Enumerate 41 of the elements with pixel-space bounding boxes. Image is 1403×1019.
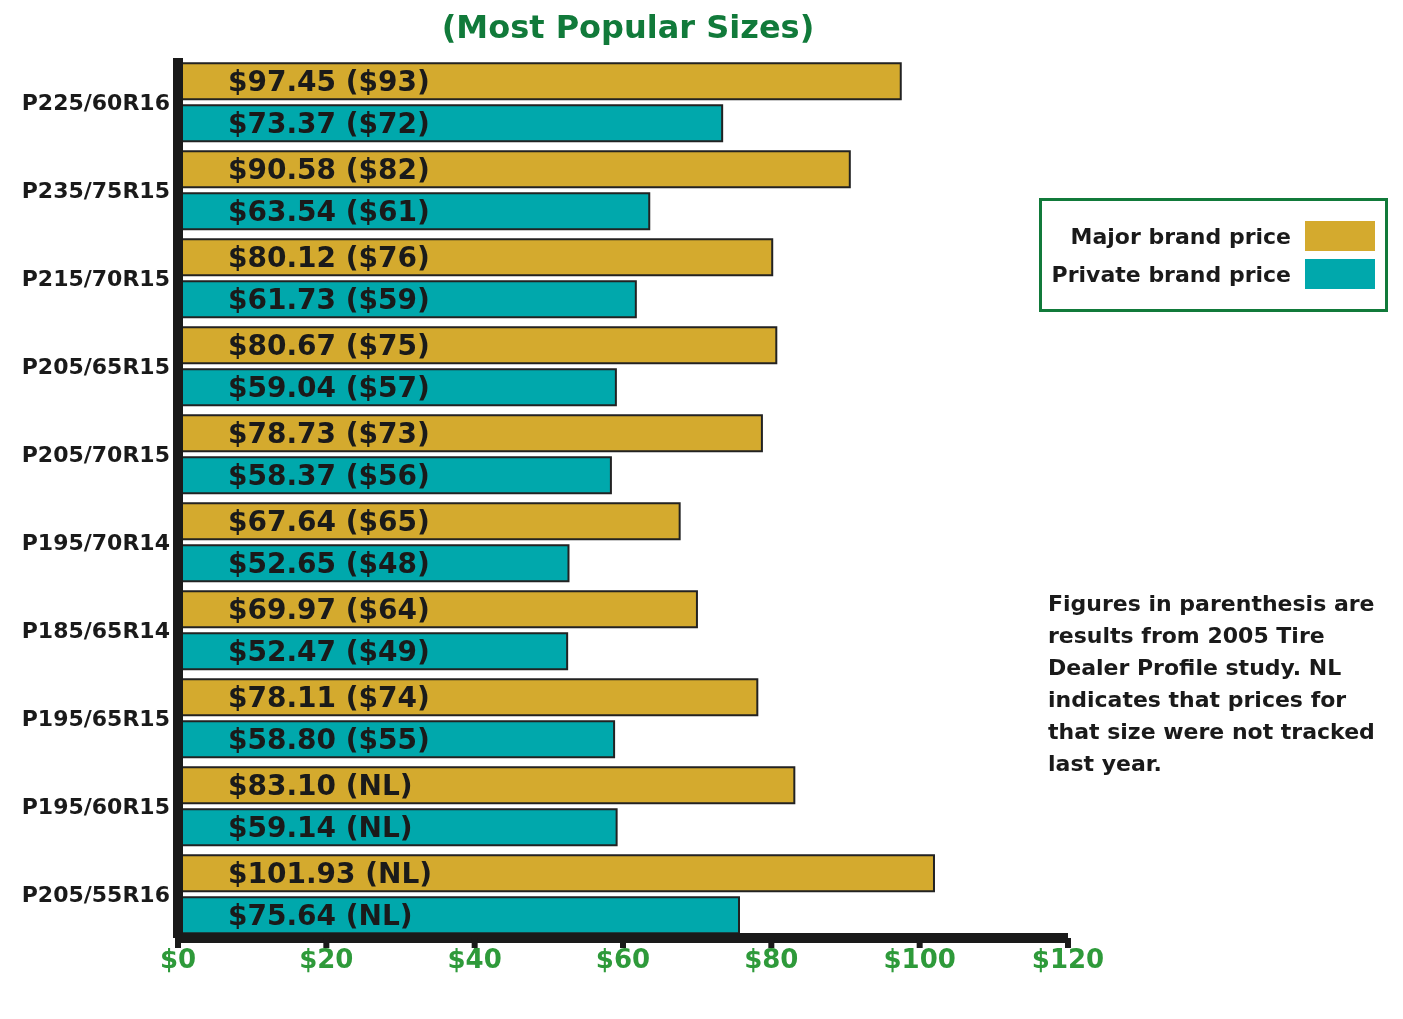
x-tick-label: $120 (1031, 944, 1105, 975)
x-tick-label: $40 (447, 944, 502, 975)
data-label: $61.73 ($59) (228, 282, 430, 316)
data-label: $59.14 (NL) (228, 810, 413, 844)
data-label: $52.47 ($49) (228, 634, 430, 668)
y-tick-label: P205/55R16 (21, 881, 170, 907)
data-label: $63.54 ($61) (228, 194, 430, 228)
data-label: $69.97 ($64) (228, 592, 430, 626)
y-tick-label: P215/70R15 (21, 265, 170, 291)
data-label: $80.67 ($75) (228, 328, 430, 362)
y-tick-label: P195/65R15 (21, 705, 170, 731)
y-tick-label: P225/60R16 (21, 89, 170, 115)
y-tick-label: P185/65R14 (21, 617, 170, 643)
y-tick-label: P235/75R15 (21, 177, 170, 203)
legend-label: Major brand price (1070, 223, 1291, 249)
x-tick-label: $80 (744, 944, 799, 975)
data-label: $73.37 ($72) (228, 106, 430, 140)
data-label: $58.37 ($56) (228, 458, 430, 492)
data-label: $78.11 ($74) (228, 680, 430, 714)
data-label: $97.45 ($93) (228, 64, 430, 98)
data-label: $52.65 ($48) (228, 546, 430, 580)
x-tick-label: $100 (883, 944, 956, 975)
data-label: $67.64 ($65) (228, 504, 430, 538)
data-label: $58.80 ($55) (228, 722, 430, 756)
y-tick-label: P195/70R14 (21, 529, 170, 555)
data-label: $90.58 ($82) (228, 152, 430, 186)
data-label: $75.64 (NL) (228, 898, 413, 932)
y-tick-label: P205/70R15 (21, 441, 170, 467)
y-tick-label: P195/60R15 (21, 793, 170, 819)
y-tick-label: P205/65R15 (21, 353, 170, 379)
data-label: $101.93 (NL) (228, 856, 433, 890)
data-label: $78.73 ($73) (228, 416, 430, 450)
x-tick-label: $0 (159, 944, 197, 975)
data-label: $83.10 (NL) (228, 768, 413, 802)
annotation: Figures in parenthesis are results from 2005 Tire Dealer Profile study. NL indicates that prices for that size were not tracked last year. (1048, 590, 1376, 778)
data-label: $59.04 ($57) (228, 370, 430, 404)
legend-label: Private brand price (1051, 261, 1291, 287)
x-tick-label: $60 (595, 944, 651, 975)
x-tick-label: $20 (299, 944, 354, 975)
chart-title: (Most Popular Sizes) (440, 8, 816, 46)
data-label: $80.12 ($76) (228, 240, 430, 274)
